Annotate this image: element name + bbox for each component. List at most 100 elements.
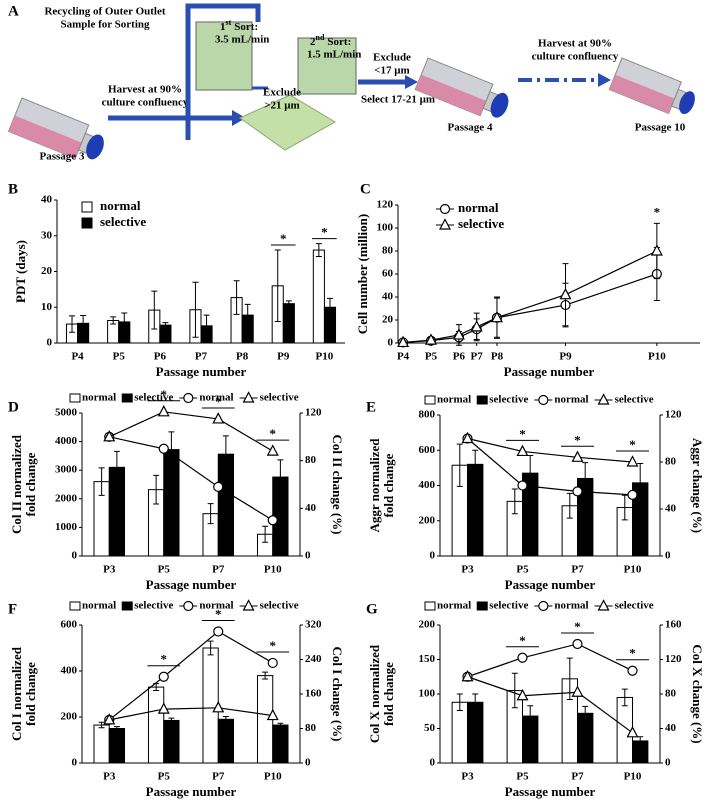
legend-label: selective (458, 216, 504, 231)
error-bar (472, 449, 479, 479)
y-tick-label: 400 (419, 479, 436, 491)
legend-label: selective (134, 600, 173, 612)
sort-label: 1st Sort: (220, 18, 258, 33)
legend-label: normal (82, 392, 116, 404)
recycle-frame (185, 3, 261, 140)
marker (103, 430, 116, 442)
error-bar (582, 462, 589, 495)
y-axis-label: fold change (381, 453, 396, 517)
significance-label: * (270, 638, 277, 653)
y2-tick-label: 160 (665, 619, 682, 631)
chip (195, 21, 253, 91)
y2-tick-label: 40 (665, 722, 677, 734)
y-tick-label: 4000 (55, 435, 78, 447)
marker (461, 431, 474, 444)
marker (212, 701, 225, 713)
marker (158, 671, 169, 682)
x-tick-label: P10 (264, 771, 282, 783)
flask-cap (490, 92, 509, 118)
x-tick-label: P7 (212, 564, 225, 576)
legend-marker (183, 392, 194, 404)
legend-swatch (81, 201, 93, 213)
significance-label: * (629, 646, 636, 661)
marker (452, 328, 465, 340)
x-tick-label: P10 (316, 351, 334, 363)
marker (461, 669, 474, 682)
y2-axis-label: Col X change (%) (690, 644, 705, 743)
marker (158, 443, 169, 454)
significance-label: * (321, 225, 328, 240)
line (467, 643, 633, 678)
y-tick-label: 2000 (55, 492, 78, 504)
y-tick-label: 80 (382, 245, 394, 257)
y2-tick-label: 0 (665, 757, 671, 769)
bar (147, 686, 165, 764)
bar (217, 718, 235, 764)
passage-label: Passage 4 (448, 122, 493, 134)
legend-label: normal (82, 600, 116, 612)
y-tick-label: 20 (41, 265, 53, 277)
error-bar (285, 300, 292, 308)
panel-label: D (8, 399, 19, 415)
note: Harvest at 90% (538, 38, 612, 50)
y-tick-label: 100 (419, 688, 436, 700)
marker (626, 455, 639, 467)
y-axis-label: Col II normalized (9, 434, 24, 534)
error-bar (168, 431, 175, 468)
marker (157, 405, 170, 417)
significance-label: * (161, 387, 168, 402)
legend-label: selective (260, 392, 299, 404)
shape: Sort: (327, 36, 351, 48)
x-tick-label: P10 (648, 351, 666, 363)
y2-axis-label: Col II change (%) (330, 434, 345, 534)
y-tick-label: 5000 (55, 407, 78, 419)
error-bar (207, 640, 214, 656)
bar (272, 724, 289, 764)
line (467, 438, 633, 496)
y-tick-label: 120 (377, 199, 394, 211)
marker (517, 652, 528, 663)
note: <17 μm (374, 65, 409, 77)
y-axis-label: fold change (23, 452, 38, 516)
marker (397, 335, 410, 348)
legend-label: normal (458, 200, 499, 215)
panel-a: A Recycling of Outer Outlet Sample for S… (7, 3, 695, 163)
error-bar (456, 693, 463, 712)
error-bar (456, 443, 463, 487)
line (467, 676, 633, 734)
legend-label: selective (489, 394, 528, 406)
marker (103, 713, 116, 725)
note: Sample for Sorting (60, 19, 150, 31)
y2-tick-label: 80 (305, 454, 317, 466)
shape: 2 (310, 36, 316, 48)
error-bar (621, 688, 628, 707)
marker (157, 702, 170, 714)
legend-marker (242, 599, 255, 611)
legend-swatch (424, 395, 436, 405)
marker (490, 310, 503, 323)
x-tick-label: P10 (624, 771, 642, 783)
flask-cap (679, 91, 695, 115)
error-bar (637, 736, 644, 746)
chip (297, 37, 357, 95)
legend-swatch (121, 601, 133, 611)
marker (571, 450, 584, 462)
marker (266, 444, 279, 456)
error-bar (277, 459, 284, 495)
significance-label: * (519, 426, 526, 441)
x-tick-label: P7 (471, 351, 484, 363)
legend-label: selective (615, 600, 654, 612)
error-bar (233, 280, 240, 315)
passage-label: Passage 3 (40, 151, 85, 163)
bar (163, 719, 180, 764)
error-bar (527, 705, 534, 727)
note: Recycling of Outer Outlet (44, 6, 165, 18)
x-tick-label: P8 (236, 351, 249, 363)
y-tick-label: 600 (419, 444, 436, 456)
y2-tick-label: 0 (305, 550, 311, 562)
marker (571, 685, 584, 697)
y-axis-label: fold change (23, 662, 38, 726)
note: Select 17-21 μm (361, 94, 435, 106)
legend-swatch (81, 217, 93, 229)
